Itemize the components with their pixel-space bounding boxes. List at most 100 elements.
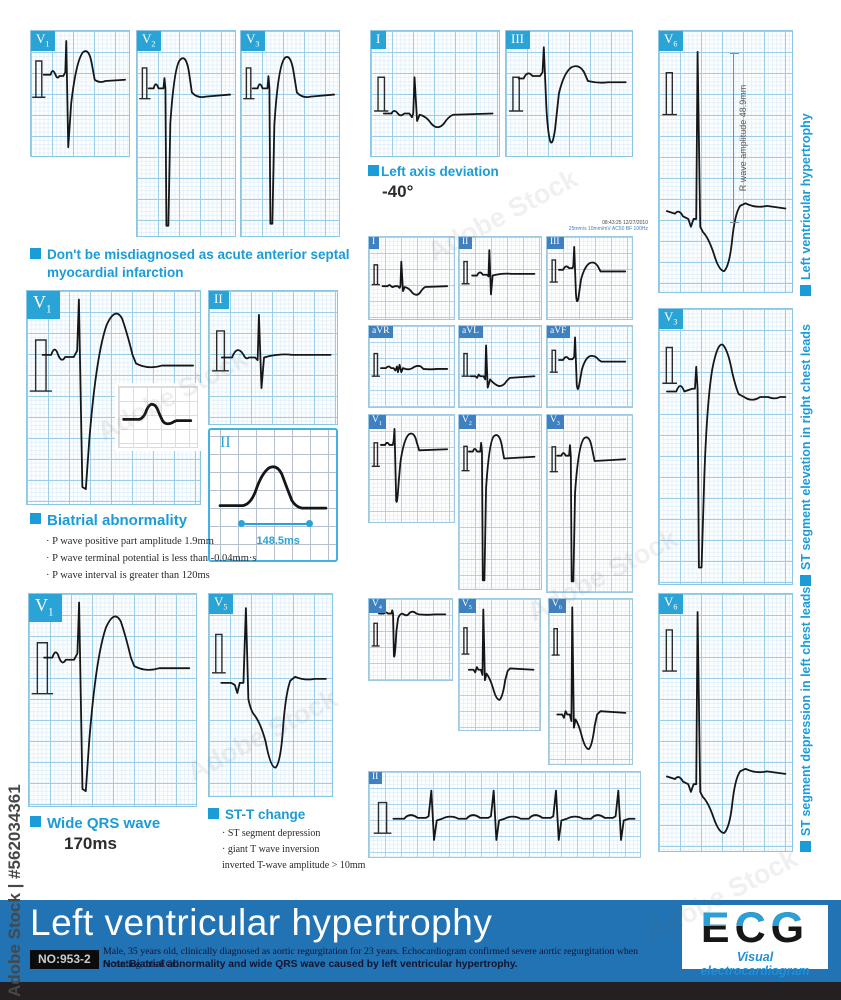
duration-value: 148.5ms	[256, 535, 300, 547]
lead-label: V2	[137, 31, 162, 51]
ecg-logo-blue-half: ECG	[682, 907, 828, 926]
ecg-panel-v6-stdepression: V6	[658, 593, 793, 852]
ecg12-panel-avl: aVL	[458, 325, 542, 408]
case-description: Male, 35 years old, clinically diagnosed…	[103, 946, 639, 970]
note-misdiagnosis: Don't be misdiagnosed as acute anterior …	[30, 246, 350, 281]
ecg-panel-lead-i: I	[370, 30, 500, 157]
ecg-waveform	[547, 326, 632, 407]
heading-axis-deviation: Left axis deviation	[368, 163, 499, 181]
ecg-logo: ECG ECG Visual electrocardiogram	[682, 905, 828, 978]
ecg-waveform	[137, 31, 235, 236]
ecg12-panel-i: I	[368, 236, 455, 320]
ecg12-panel-v1: V1	[368, 414, 455, 523]
lead-label: V6	[659, 594, 684, 614]
ecg-panel-v5-stt: V5	[208, 593, 333, 797]
ecg12-panel-ii: II	[458, 236, 542, 320]
ecg12-panel-iii: III	[546, 236, 633, 320]
ecg-waveform	[209, 594, 332, 796]
ecg-waveform	[27, 291, 200, 504]
note-text: Don't be misdiagnosed as acute anterior …	[47, 247, 350, 280]
title-banner: Left ventricular hypertrophy NO:953-2 Ma…	[0, 900, 841, 982]
ecg-waveform	[369, 415, 454, 522]
p-wave-duration-panel: II 148.5ms	[208, 428, 338, 562]
square-bullet-icon	[800, 285, 811, 296]
ecg-waveform	[369, 237, 454, 319]
ecg-panel-v1-wideqrs: V1	[28, 593, 197, 807]
list-item: · P wave terminal potential is less than…	[46, 553, 257, 564]
ecg12-panel-v4: V4	[368, 598, 453, 681]
lead-label: V3	[659, 309, 684, 329]
lead-label: III	[506, 31, 530, 49]
ecg-waveform	[459, 237, 541, 319]
square-bullet-icon	[800, 841, 811, 852]
amplitude-measure-line	[730, 53, 740, 223]
lead-label: V3	[547, 415, 564, 429]
header-settings: 25mm/s 10mm/mV AC50 BF 100Hz	[568, 225, 648, 232]
ecg12-rhythm-strip: II	[368, 771, 641, 858]
ecg-waveform	[459, 326, 541, 407]
lead-label: I	[369, 237, 380, 249]
p-wave-magnified	[119, 387, 197, 447]
ecg-waveform	[369, 599, 452, 680]
duration-measure-line	[238, 520, 313, 528]
square-bullet-icon	[368, 165, 379, 176]
lead-label: II	[459, 237, 473, 249]
ecg-panel-lead-iii: III	[505, 30, 633, 157]
lead-label: V5	[459, 599, 476, 613]
ecg12-panel-v2: V2	[458, 414, 542, 590]
list-item: · P wave interval is greater than 120ms	[46, 570, 210, 581]
lead-label: V2	[459, 415, 476, 429]
lead-label: V3	[241, 31, 266, 51]
ecg-waveform	[209, 291, 337, 424]
lead-label: V1	[27, 291, 60, 320]
p-wave-inset	[118, 386, 198, 448]
list-item: · P wave positive part amplitude 1.9mm	[46, 536, 214, 547]
ecg-panel-v6-amplitude: V6 R wave amplitude 48.9mm	[658, 30, 793, 293]
lead-label: V6	[659, 31, 684, 51]
lead-label: aVR	[369, 326, 394, 338]
ecg-waveform	[659, 31, 792, 292]
ecg-waveform	[549, 599, 632, 764]
lead-label: II	[220, 434, 231, 451]
caption-st-depression-vertical: ST segment depression in left chest lead…	[799, 587, 813, 852]
lead-label: II	[369, 772, 383, 784]
ecg-waveform	[459, 599, 540, 730]
ecg-print-header: 08:43:25 12/27/2010 25mm/s 10mm/mV AC50 …	[500, 220, 648, 232]
ecg-waveform	[659, 594, 792, 851]
ecg-waveform	[29, 594, 196, 806]
case-note: Note:Biatrial abnormality and wide QRS w…	[103, 959, 518, 970]
watermark-id-vertical: Adobe Stock | #562034361	[5, 784, 24, 997]
ecg-logo-word: ECG ECG	[682, 907, 828, 950]
lead-label: aVF	[547, 326, 571, 338]
ecg-panel-v1-top: V1	[30, 30, 130, 157]
ecg12-panel-avr: aVR	[368, 325, 455, 408]
square-bullet-icon	[30, 513, 41, 524]
ecg-waveform	[369, 326, 454, 407]
ecg-panel-ii-biatrial: II	[208, 290, 338, 425]
ecg-logo-tagline: Visual electrocardiogram	[700, 950, 810, 978]
lead-label: V1	[369, 415, 386, 429]
lead-label: V5	[209, 594, 234, 614]
header-timestamp: 08:43:25 12/27/2010	[602, 220, 648, 226]
caption-st-elevation-vertical: ST segment elevation in right chest lead…	[799, 324, 813, 586]
lead-label: I	[371, 31, 387, 49]
list-item: inverted T-wave amplitude > 10mm	[222, 860, 366, 872]
lead-label: aVL	[459, 326, 483, 338]
square-bullet-icon	[800, 575, 811, 586]
case-number-badge: NO:953-2	[30, 950, 99, 969]
caption-lvh-vertical: Left ventricular hypertrophy	[799, 113, 813, 296]
ecg-waveform	[547, 237, 632, 319]
heading-biatrial: Biatrial abnormality	[30, 511, 187, 531]
heading-wide-qrs: Wide QRS wave	[30, 814, 160, 834]
ecg-waveform	[31, 31, 129, 156]
ecg-panel-v2-top: V2	[136, 30, 236, 237]
lead-label: III	[547, 237, 564, 249]
lead-label: II	[209, 291, 229, 309]
biatrial-criteria-list: · P wave positive part amplitude 1.9mm ·…	[46, 533, 256, 584]
poster-title: Left ventricular hypertrophy	[30, 902, 493, 943]
ecg-panel-v1-biatrial: V1	[26, 290, 201, 505]
lead-label: V4	[369, 599, 386, 613]
list-item: · giant T wave inversion	[222, 844, 320, 856]
ecg12-panel-v5: V5	[458, 598, 541, 731]
